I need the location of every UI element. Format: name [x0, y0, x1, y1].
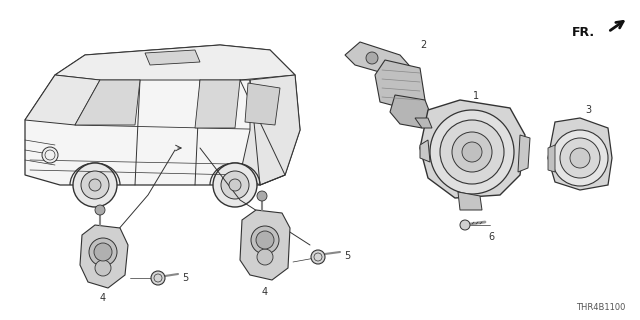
Polygon shape [75, 80, 140, 125]
Circle shape [256, 231, 274, 249]
Circle shape [440, 120, 504, 184]
Circle shape [81, 171, 109, 199]
Circle shape [366, 52, 378, 64]
Text: 6: 6 [488, 232, 494, 242]
Polygon shape [245, 83, 280, 125]
Circle shape [552, 130, 608, 186]
Circle shape [89, 179, 101, 191]
Polygon shape [458, 192, 482, 210]
Circle shape [89, 238, 117, 266]
Circle shape [42, 147, 58, 163]
Polygon shape [25, 45, 300, 185]
Circle shape [95, 260, 111, 276]
Polygon shape [195, 80, 240, 128]
Polygon shape [548, 145, 555, 172]
Polygon shape [80, 225, 128, 288]
Polygon shape [518, 135, 530, 172]
Circle shape [73, 163, 117, 207]
Circle shape [430, 110, 514, 194]
Polygon shape [390, 95, 432, 128]
Circle shape [460, 220, 470, 230]
Circle shape [151, 271, 165, 285]
Text: 5: 5 [182, 273, 188, 283]
Text: 4: 4 [100, 293, 106, 303]
Circle shape [560, 138, 600, 178]
Text: 4: 4 [262, 287, 268, 297]
Circle shape [229, 179, 241, 191]
Polygon shape [415, 118, 432, 128]
Circle shape [452, 132, 492, 172]
Polygon shape [145, 50, 200, 65]
Text: 3: 3 [585, 105, 591, 115]
Polygon shape [420, 140, 430, 162]
Text: FR.: FR. [572, 26, 595, 38]
Polygon shape [25, 75, 100, 125]
Circle shape [94, 243, 112, 261]
Polygon shape [345, 42, 415, 85]
Text: 5: 5 [344, 251, 350, 261]
Polygon shape [55, 45, 295, 80]
Circle shape [213, 163, 257, 207]
Circle shape [251, 226, 279, 254]
Circle shape [311, 250, 325, 264]
Text: 1: 1 [473, 91, 479, 101]
Text: THR4B1100: THR4B1100 [575, 303, 625, 313]
Polygon shape [240, 75, 300, 185]
Polygon shape [548, 118, 612, 190]
Polygon shape [240, 210, 290, 280]
Polygon shape [420, 100, 525, 198]
Circle shape [462, 142, 482, 162]
Text: 2: 2 [420, 40, 426, 50]
Polygon shape [375, 60, 425, 110]
Circle shape [570, 148, 590, 168]
Circle shape [257, 249, 273, 265]
Circle shape [257, 191, 267, 201]
Circle shape [95, 205, 105, 215]
Circle shape [221, 171, 249, 199]
